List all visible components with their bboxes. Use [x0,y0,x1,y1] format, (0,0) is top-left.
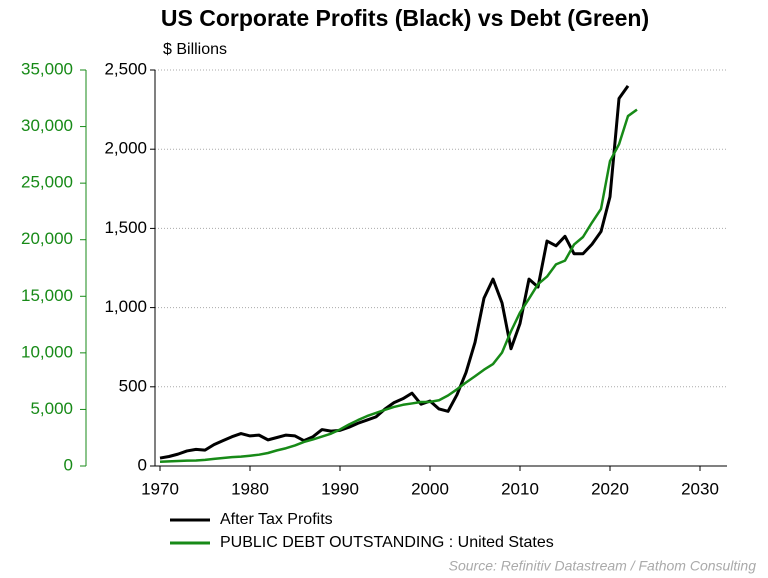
y-tick-label: 2,500 [104,59,147,78]
y-tick-label: 2,000 [104,139,147,158]
y2-tick-label: 25,000 [21,173,73,192]
x-tick-label: 2000 [411,479,449,498]
y2-tick-label: 20,000 [21,229,73,248]
y-tick-label: 500 [119,376,147,395]
y2-tick-label: 30,000 [21,116,73,135]
y2-tick-label: 0 [64,455,73,474]
y2-tick-label: 35,000 [21,59,73,78]
data-line [159,108,638,463]
subtitle: $ Billions [163,41,227,58]
source: Source: Refinitiv Datastream / Fathom Co… [449,558,757,574]
x-tick-label: 2020 [591,479,629,498]
y2-tick-label: 15,000 [21,286,73,305]
y-tick-label: 1,000 [104,297,147,316]
legend-label: PUBLIC DEBT OUTSTANDING : United States [220,534,554,551]
data-line [159,84,630,460]
x-tick-label: 2030 [681,479,719,498]
x-tick-label: 2010 [501,479,539,498]
y2-tick-label: 10,000 [21,342,73,361]
x-tick-label: 1980 [231,479,269,498]
y2-tick-label: 5,000 [30,399,73,418]
legend-label: After Tax Profits [220,511,333,528]
x-tick-label: 1970 [141,479,179,498]
chart-title: US Corporate Profits (Black) vs Debt (Gr… [161,5,649,31]
y-tick-label: 0 [138,455,147,474]
x-tick-label: 1990 [321,479,359,498]
y-tick-label: 1,500 [104,218,147,237]
